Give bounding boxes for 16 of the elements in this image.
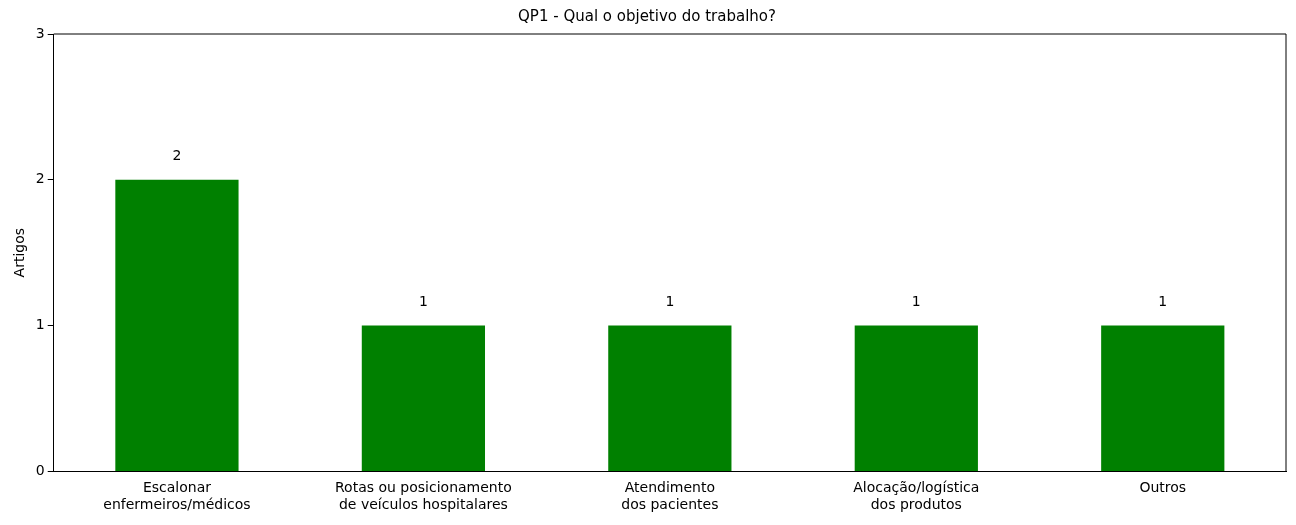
data-label: 1 (911, 293, 921, 310)
y-tick-label: 1 (35, 316, 45, 333)
x-tick-label: Atendimento dos pacientes (621, 479, 719, 513)
chart-title: QP1 - Qual o objetivo do trabalho? (518, 6, 776, 25)
data-label: 1 (665, 293, 675, 310)
data-label: 1 (418, 293, 428, 310)
data-label: 1 (1158, 293, 1168, 310)
y-tick-label: 3 (35, 24, 45, 41)
x-tick-label: Outros (1139, 479, 1187, 496)
x-tick-label: Alocação/logística dos produtos (853, 479, 980, 513)
x-tick-label: Rotas ou posicionamento de veículos hospitalares (335, 479, 512, 513)
y-axis-title: Artigos (11, 227, 28, 278)
y-tick-label: 0 (35, 462, 45, 479)
x-tick-label: Escalonar enfermeiros/médicos (103, 479, 251, 513)
data-label: 2 (172, 147, 182, 164)
y-tick-label: 2 (35, 170, 45, 187)
